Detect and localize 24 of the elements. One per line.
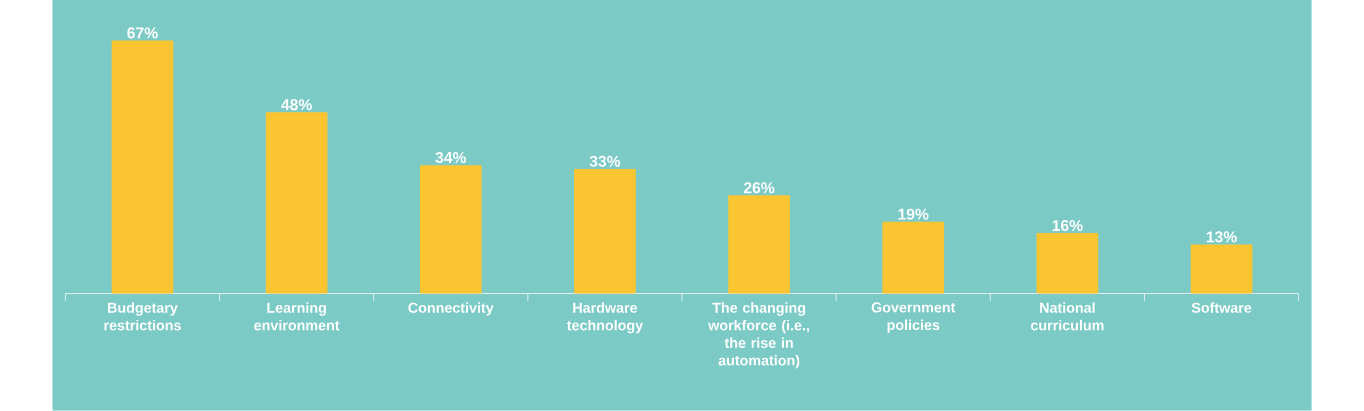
x-tick-label: National curriculum	[1030, 302, 1104, 331]
x-tick-label: Connectivity	[408, 302, 494, 316]
bar	[1190, 244, 1253, 294]
bar	[574, 169, 636, 294]
x-tick-label: Learning environment	[254, 302, 340, 331]
bar	[111, 40, 174, 294]
bar	[419, 165, 482, 294]
data-label: 67%	[127, 27, 158, 39]
bar	[882, 221, 945, 294]
x-tick-label: Hardware technology	[566, 302, 644, 334]
data-label: 26%	[743, 182, 775, 194]
data-label: 13%	[1206, 231, 1237, 243]
data-label: 16%	[1052, 220, 1083, 232]
data-label: 19%	[898, 208, 929, 220]
data-label: 34%	[435, 152, 467, 164]
x-tick-label: The changing workforce (i.e., the rise in automation)	[708, 302, 809, 369]
bar	[265, 112, 328, 294]
bar	[1036, 233, 1099, 294]
x-tick-label: Software	[1191, 302, 1252, 313]
data-label: 48%	[281, 99, 312, 111]
x-tick-label: Budgetary restrictions	[104, 302, 181, 331]
bar	[728, 195, 790, 294]
data-label: 33%	[589, 155, 621, 167]
x-tick-label: Government policies	[871, 302, 956, 333]
